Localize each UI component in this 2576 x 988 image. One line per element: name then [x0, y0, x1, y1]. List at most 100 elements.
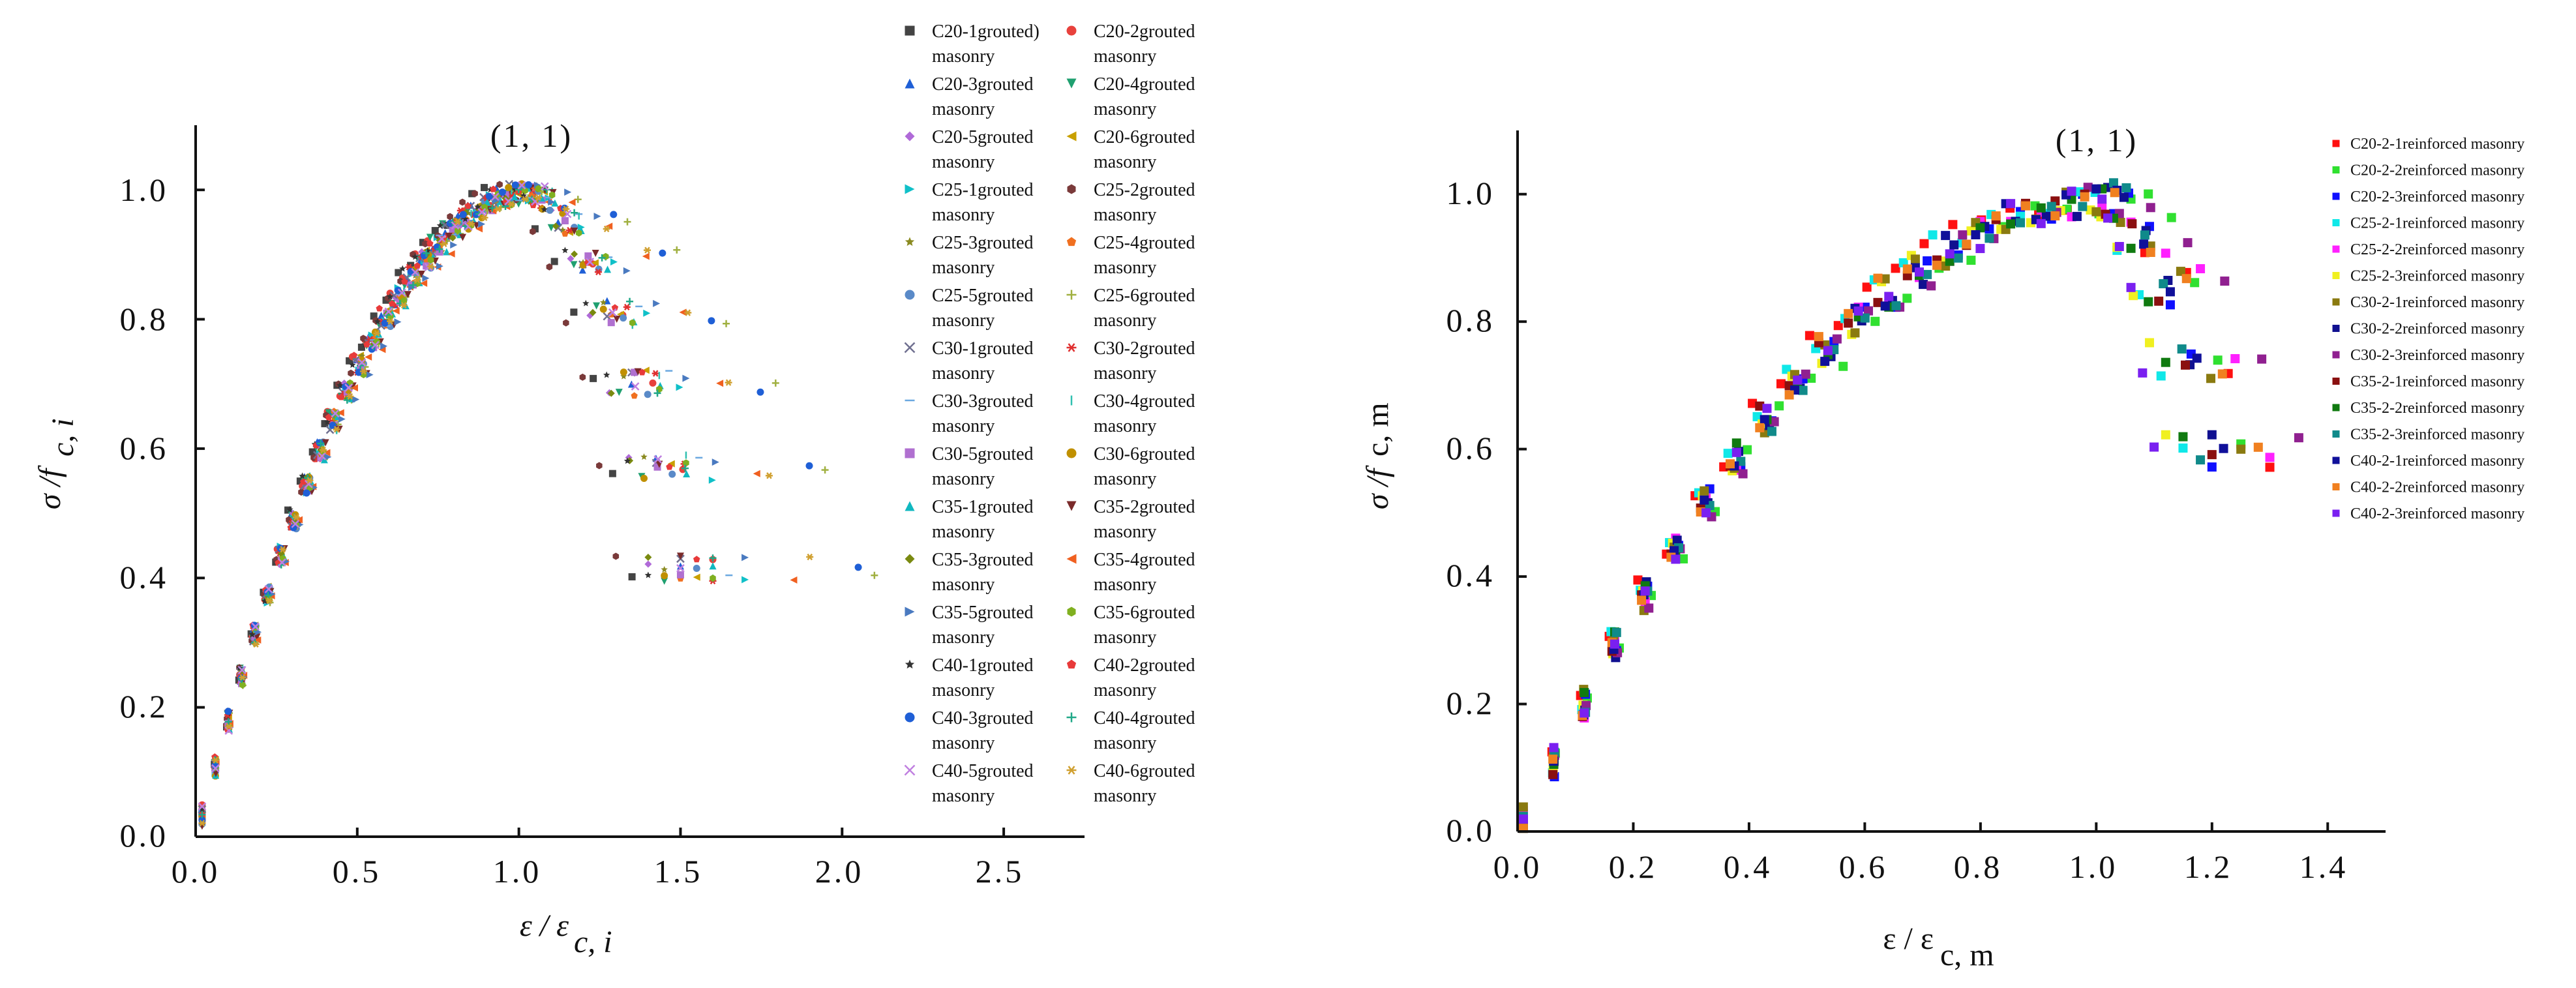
left-point-27-9: [317, 440, 325, 447]
left-legend-marker-28: [904, 764, 916, 776]
left-legend-label2-8: masonry: [932, 258, 995, 278]
right-point-13-9: [1784, 390, 1794, 400]
left-point-5-d7: [693, 573, 700, 581]
left-legend-label2-23: masonry: [1094, 627, 1156, 648]
right-point-14-16: [2006, 199, 2016, 209]
right-legend: C20-2-1reinforced masonry C20-2-2reinforc…: [2332, 136, 2524, 522]
left-legend: C20-1grouted) masonry C20-2grouted masonry C…: [904, 22, 1195, 806]
right-point-0-10: [1805, 331, 1814, 340]
left-point-22-14: [394, 318, 402, 326]
left-point-22-13: [380, 342, 388, 350]
right-point-14-10: [1823, 346, 1833, 355]
right-legend-marker-13: [2332, 483, 2340, 490]
left-point-22-d7: [741, 554, 749, 561]
left-point-25-23: [490, 185, 497, 192]
right-point-12-10: [1820, 357, 1830, 367]
left-point-20-d2: [552, 222, 560, 230]
left-point-22-25: [548, 198, 556, 206]
left-point-13-d5: [651, 370, 659, 377]
left-point-22-d6: [711, 458, 719, 466]
right-point-10-d5: [2178, 432, 2188, 442]
right-legend-marker-10: [2332, 404, 2340, 412]
left-legend-label-0: C20-1grouted): [932, 22, 1040, 42]
right-legend-label-3: C25-2-1reinforced masonry: [2350, 215, 2524, 232]
left-point-28-9: [318, 452, 327, 460]
right-point-11-17: [2046, 202, 2056, 211]
left-point-10-d5: [644, 391, 651, 398]
right-ylabel-sub: c, m: [1360, 402, 1395, 457]
left-legend-marker-25: [1066, 659, 1077, 669]
left-point-24-d5: [603, 371, 610, 378]
left-point-29-15: [400, 301, 408, 309]
left-point-29-23: [507, 201, 515, 208]
left-point-28-6: [278, 558, 286, 567]
right-point-7-17: [2041, 211, 2051, 221]
left-point-19-d5: [634, 368, 642, 376]
left-panel-title: (1, 1): [490, 117, 573, 154]
left-point-25-15: [388, 300, 396, 307]
left-point-19-16: [417, 270, 425, 278]
left-point-28-10: [331, 409, 340, 418]
right-point-10-17: [2036, 203, 2046, 213]
left-point-29-21: [481, 214, 488, 221]
left-legend-label-22: C35-5grouted: [932, 603, 1034, 623]
right-point-13-d2: [2146, 248, 2155, 258]
left-point-26-14: [381, 319, 389, 327]
left-point-24-12: [349, 361, 356, 368]
right-point-2-d3: [2165, 300, 2175, 310]
left-legend-label-17: C30-6grouted: [1094, 444, 1195, 464]
right-point-12-d2: [2139, 239, 2149, 249]
left-point-5-d5: [642, 367, 650, 374]
left-legend-label-21: C35-4grouted: [1094, 550, 1195, 570]
right-point-14-d2: [2114, 242, 2124, 252]
left-point-16-d7: [676, 571, 684, 578]
right-point-1-7: [1743, 445, 1752, 455]
right-point-6-12: [1880, 274, 1890, 284]
left-xtick-2: 1.0: [493, 853, 542, 890]
left-point-29-25: [535, 194, 543, 202]
right-point-14-11: [1853, 306, 1863, 316]
left-point-21-14: [392, 307, 400, 315]
left-legend-marker-18: [905, 501, 915, 511]
right-point-14-17: [2036, 218, 2046, 228]
right-xtick-0: 0.0: [1493, 848, 1542, 885]
right-legend-marker-12: [2332, 457, 2340, 464]
right-point-13-16: [1991, 211, 2001, 221]
left-xtick-3: 1.5: [654, 853, 703, 890]
left-point-3-d3: [570, 261, 578, 269]
right-point-9-1: [1548, 770, 1558, 779]
right-point-8-9: [1801, 369, 1810, 379]
right-point-13-d4: [2217, 369, 2227, 379]
left-point-26-23: [498, 188, 506, 196]
left-point-21-10: [337, 409, 344, 417]
left-point-27-17: [423, 249, 430, 257]
left-legend-marker-29: [1066, 766, 1077, 775]
right-point-9-11: [1844, 318, 1853, 328]
right-point-11-d2: [2140, 230, 2149, 240]
left-point-24-d3: [562, 247, 569, 254]
left-point-22-10: [338, 415, 346, 423]
right-point-11-16: [2016, 218, 2026, 228]
left-point-23-19: [455, 227, 461, 235]
left-point-29-d5: [725, 379, 732, 386]
left-point-23-21: [481, 203, 488, 211]
left-point-27-d7: [709, 554, 717, 562]
left-point-29-3: [239, 674, 247, 681]
right-point-1-d4: [2213, 355, 2223, 365]
right-point-14-d3: [2126, 282, 2136, 292]
right-point-7-d5: [2207, 430, 2217, 440]
left-point-10-14: [387, 322, 395, 330]
left-point-25-17: [413, 262, 421, 269]
right-point-10-7: [1731, 438, 1741, 448]
right-point-12-d3: [2165, 287, 2175, 297]
left-legend-label-19: C35-2grouted: [1094, 497, 1195, 517]
left-point-25-14: [376, 305, 383, 312]
left-point-26-25: [524, 181, 532, 188]
left-point-28-0: [198, 802, 207, 811]
left-point-24-d2: [541, 205, 548, 213]
right-point-4-d5: [2265, 453, 2275, 462]
left-point-10-d1: [546, 206, 554, 214]
left-legend-label-11: C25-6grouted: [1094, 286, 1195, 306]
left-point-24-15: [386, 293, 394, 300]
left-point-28-d6: [653, 455, 663, 464]
